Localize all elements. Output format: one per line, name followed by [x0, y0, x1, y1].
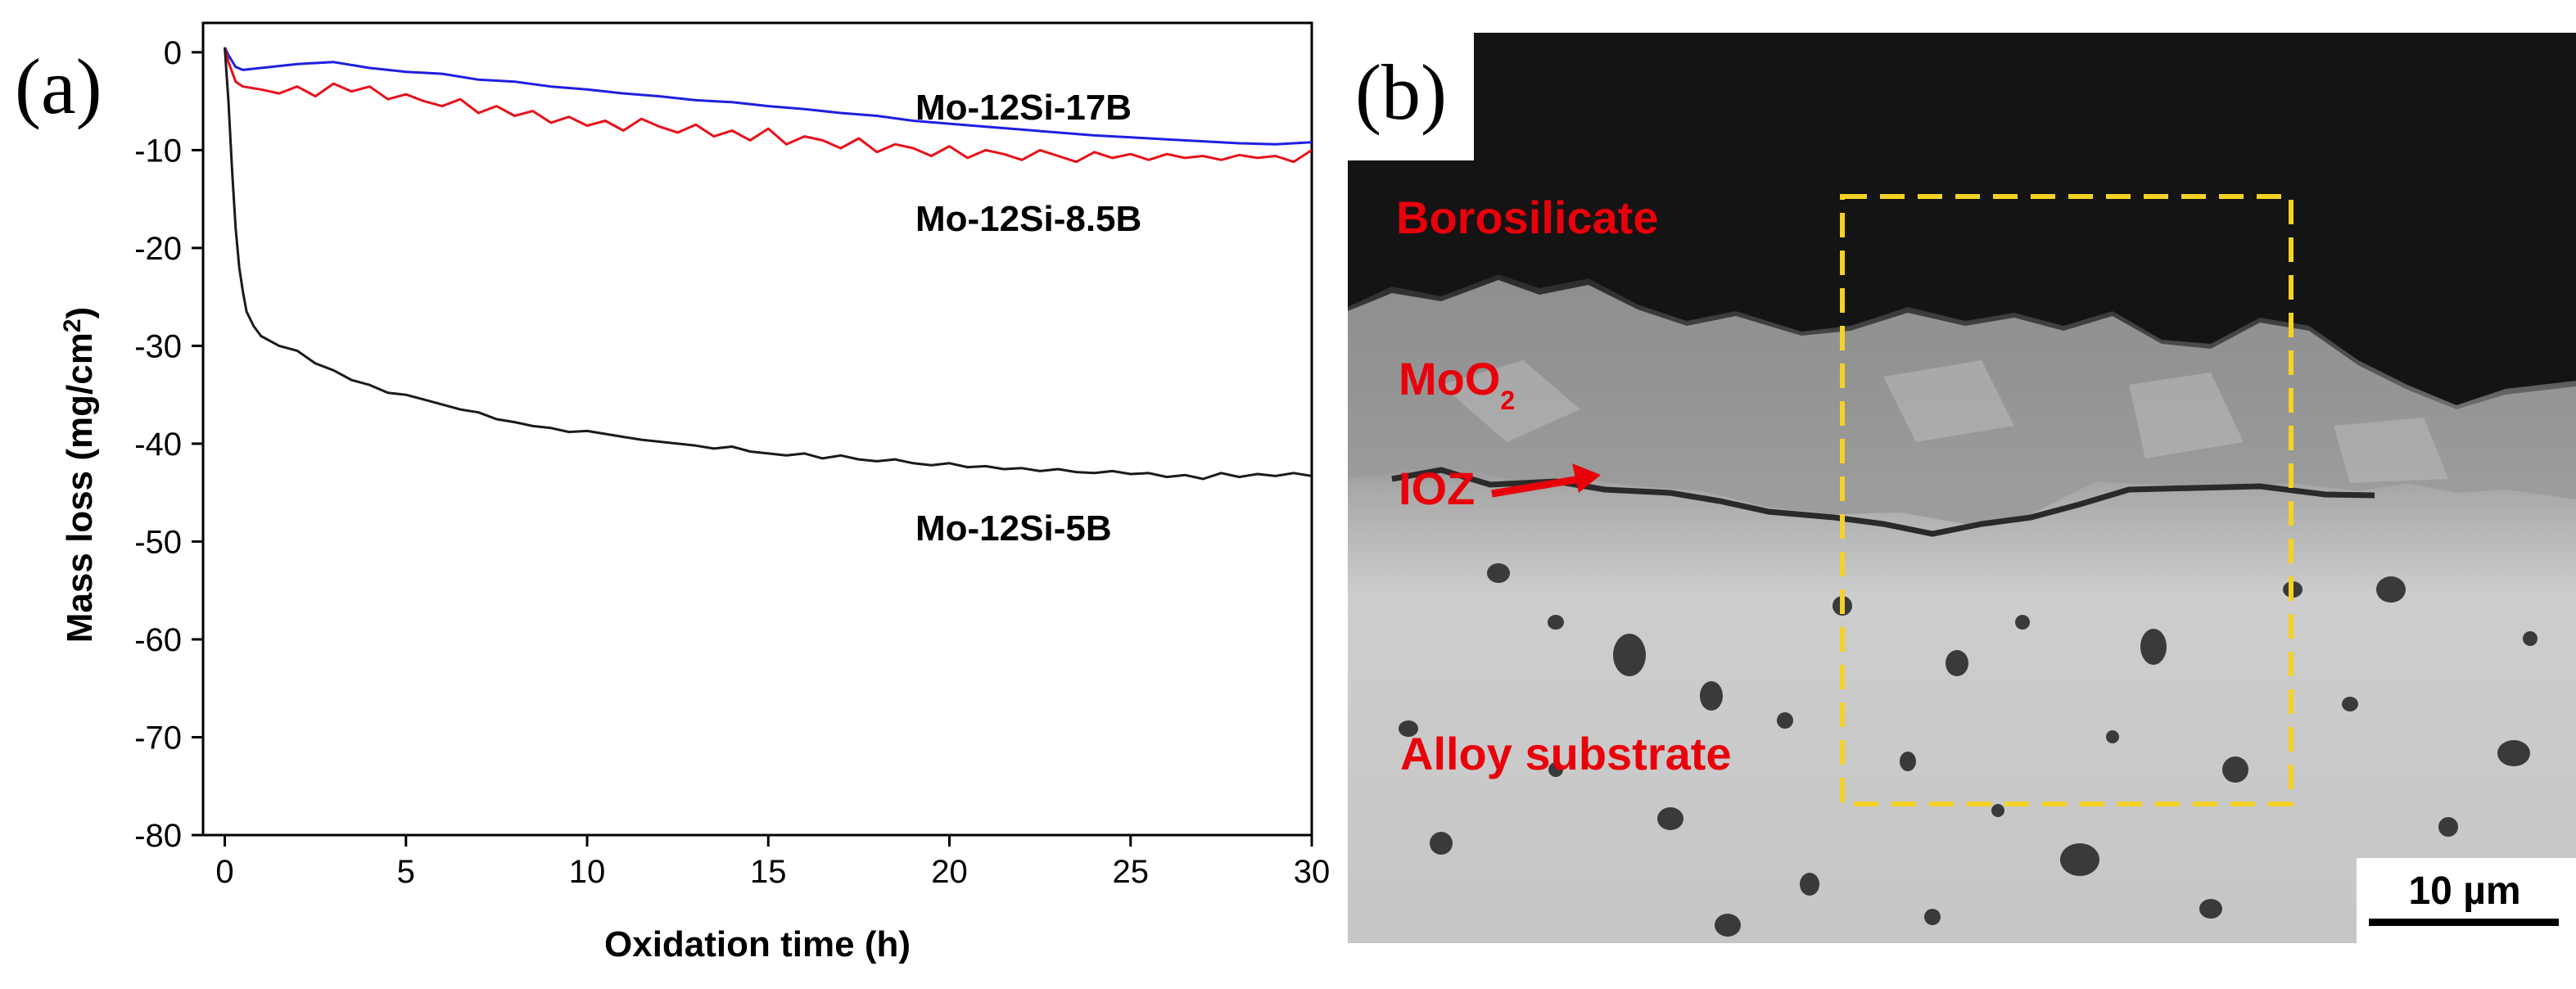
borosilicate-layer	[1348, 33, 2576, 405]
y-axis: 0 -10 -20 -30 -40 -50 -60 -70 -80	[134, 35, 203, 854]
series-line-mo-12si-8-5b	[224, 47, 1312, 164]
x-axis-title: Oxidation time (h)	[604, 924, 911, 964]
borosilicate-label: Borosilicate	[1396, 192, 1659, 243]
y-tick-label: -60	[134, 622, 182, 658]
scale-bar-label: 10 µm	[2408, 869, 2520, 913]
alloy-substrate-label: Alloy substrate	[1400, 728, 1732, 779]
series-label-5b: Mo-12Si-5B	[915, 508, 1112, 549]
x-tick-label: 10	[569, 854, 606, 890]
moo2-label: MoO2	[1399, 353, 1515, 415]
y-tick-label: -30	[134, 328, 182, 364]
x-axis: 0 5 10 15 20 25 30	[215, 835, 1330, 890]
x-tick-label: 5	[397, 854, 415, 890]
mass-loss-chart: 0 -10 -20 -30 -40 -50 -60 -70 -80 0 5 10 15 20 25 30 M…	[59, 21, 1330, 964]
sem-micrograph: (b) Borosilicate MoO2 IOZ Alloy substrat…	[1348, 23, 2576, 943]
scale-bar	[2369, 919, 2559, 926]
ioz-arrow	[1491, 463, 1601, 498]
substrate-pores	[1399, 563, 2538, 937]
series-label-17b: Mo-12Si-17B	[915, 88, 1132, 128]
panel-b-label-background	[1348, 23, 1474, 160]
panel-a-label: (a)	[15, 43, 102, 130]
series-lines	[224, 47, 1312, 481]
plot-frame	[201, 21, 1313, 837]
y-tick-label: -50	[134, 524, 182, 560]
region-of-interest-box	[1840, 194, 2294, 806]
panel-b-label: (b)	[1355, 48, 1447, 136]
scale-bar-background	[2357, 858, 2576, 943]
x-tick-label: 15	[750, 854, 787, 890]
y-tick-label: -20	[134, 231, 182, 267]
x-tick-label: 30	[1294, 854, 1331, 890]
y-tick-label: -70	[134, 720, 182, 756]
y-axis-title: Mass loss (mg/cm2)	[59, 307, 100, 643]
x-tick-label: 0	[215, 854, 233, 890]
y-tick-label: 0	[164, 35, 182, 71]
x-tick-label: 25	[1113, 854, 1150, 890]
ioz-label: IOZ	[1399, 463, 1475, 514]
y-tick-label: -40	[134, 427, 182, 463]
x-tick-label: 20	[931, 854, 968, 890]
y-tick-label: -10	[134, 133, 182, 169]
series-line-mo-12si-17b	[224, 47, 1312, 146]
y-tick-label: -80	[134, 818, 182, 854]
series-line-mo-12si-5b	[224, 47, 1312, 481]
moo2-facets	[1441, 360, 2448, 483]
series-label-8-5b: Mo-12Si-8.5B	[915, 199, 1141, 239]
